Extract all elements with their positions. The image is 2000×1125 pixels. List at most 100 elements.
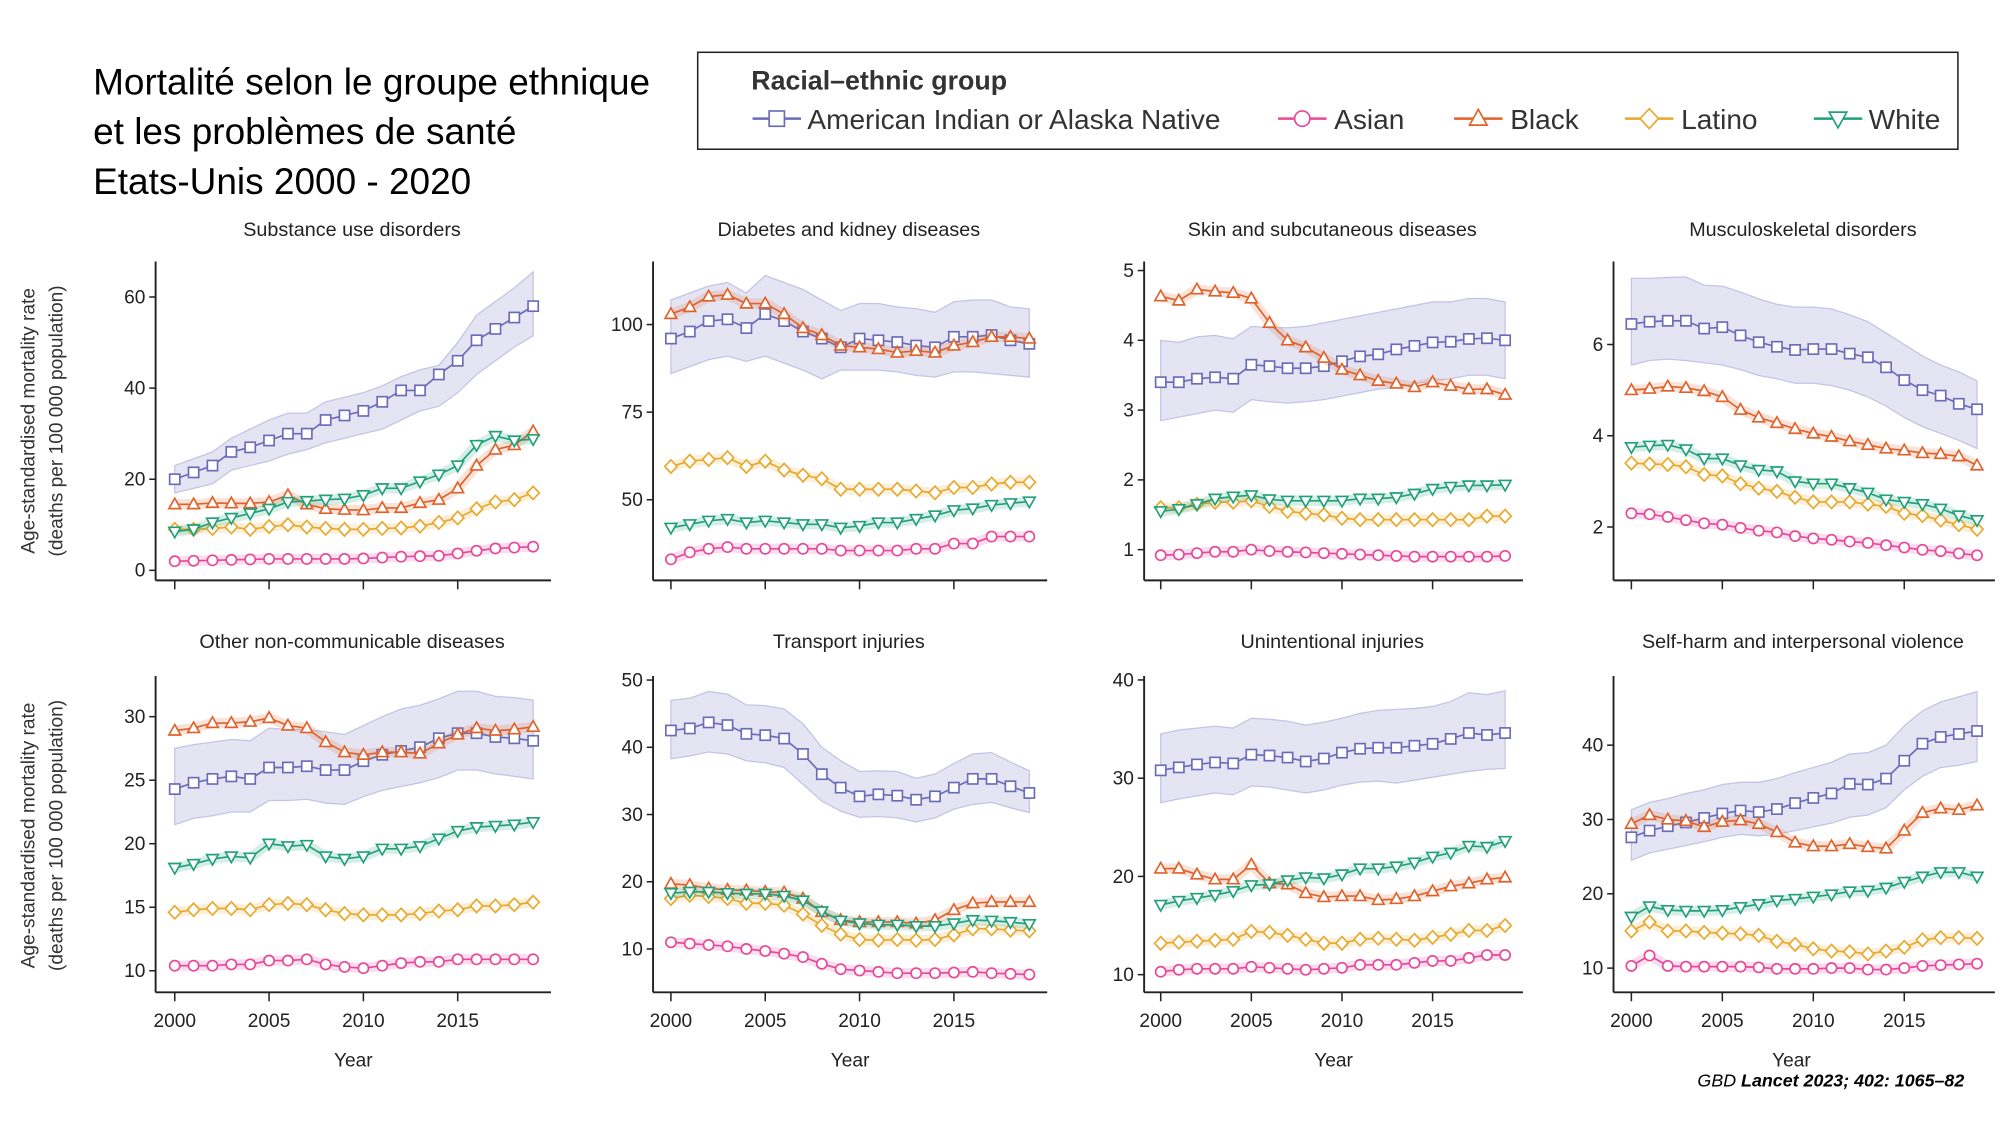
data-point <box>488 722 503 736</box>
data-point <box>244 772 257 785</box>
data-point <box>1499 949 1512 961</box>
data-point <box>1443 878 1459 892</box>
y-tick-label: 5 <box>1123 261 1134 282</box>
data-point <box>984 920 999 937</box>
data-point <box>1624 455 1639 471</box>
data-point <box>1860 496 1876 513</box>
data-point <box>871 481 886 498</box>
data-point <box>759 945 772 957</box>
data-point <box>1824 838 1839 852</box>
series-asian <box>168 540 540 568</box>
data-point <box>1209 371 1222 384</box>
data-point <box>1207 283 1223 297</box>
data-point <box>1933 800 1948 814</box>
data-point <box>683 546 696 559</box>
data-point <box>663 458 679 475</box>
data-point <box>778 732 791 745</box>
data-point <box>1425 511 1440 528</box>
data-point <box>1716 321 1729 334</box>
data-point <box>682 886 698 900</box>
series-american-indian-or-alaska-native <box>1154 727 1512 777</box>
data-point <box>683 937 696 950</box>
data-point <box>281 553 294 565</box>
series-asian <box>1154 543 1512 563</box>
data-point <box>1933 867 1948 881</box>
data-point <box>853 964 866 977</box>
data-point <box>261 518 277 535</box>
data-point <box>412 495 428 509</box>
data-point <box>167 722 183 736</box>
data-point <box>1933 446 1948 460</box>
data-point <box>890 344 905 358</box>
data-point <box>1678 923 1694 939</box>
data-point <box>908 920 924 934</box>
data-point <box>853 544 866 557</box>
data-point <box>318 520 333 537</box>
data-point <box>1153 860 1168 874</box>
data-point <box>488 494 503 510</box>
data-point <box>1642 456 1657 472</box>
data-point <box>1225 285 1241 299</box>
y-tick-label: 40 <box>1582 736 1603 757</box>
data-point <box>1751 927 1766 944</box>
data-point <box>1969 457 1985 471</box>
data-point <box>299 519 315 535</box>
series-white <box>1153 479 1513 520</box>
data-point <box>244 553 257 566</box>
data-point <box>776 306 792 320</box>
data-point <box>527 734 540 747</box>
data-point <box>1462 333 1475 345</box>
data-point <box>1407 857 1422 871</box>
data-point <box>261 896 277 913</box>
data-point <box>187 466 200 479</box>
data-point <box>1842 836 1857 850</box>
data-point <box>1661 511 1674 523</box>
data-point <box>1752 961 1765 974</box>
data-point <box>814 906 830 920</box>
data-point <box>852 339 867 353</box>
citation-source: Lancet 2023; 402: 1065–82 <box>1741 1071 1964 1091</box>
data-point <box>739 458 754 475</box>
x-tick-label: 2005 <box>744 1011 787 1032</box>
data-point <box>721 313 734 326</box>
y-tick-label: 2 <box>1123 470 1134 491</box>
data-point <box>1624 382 1639 396</box>
data-point <box>1952 958 1965 971</box>
data-point <box>1263 749 1276 762</box>
data-point <box>908 343 924 357</box>
data-point <box>1951 867 1967 881</box>
data-point <box>450 510 465 526</box>
data-point <box>1806 940 1821 957</box>
data-point <box>224 495 239 509</box>
data-point <box>299 495 315 509</box>
data-point <box>1842 886 1857 900</box>
y-tick-label: 2 <box>1593 517 1604 538</box>
data-point <box>1370 930 1386 947</box>
data-point <box>242 508 258 522</box>
data-point <box>1317 547 1330 560</box>
data-point <box>395 957 408 970</box>
data-point <box>1023 530 1036 543</box>
data-point <box>1497 917 1513 934</box>
data-point <box>1003 922 1018 939</box>
data-point <box>1461 875 1477 889</box>
data-point <box>1003 498 1018 512</box>
data-point <box>1624 923 1639 939</box>
data-point <box>374 520 390 537</box>
data-point <box>1225 931 1241 948</box>
data-point <box>833 915 848 929</box>
data-point <box>1752 524 1765 537</box>
data-point <box>1952 397 1965 410</box>
data-point <box>739 895 754 912</box>
data-point <box>318 901 333 918</box>
data-point <box>1461 922 1477 939</box>
data-point <box>1444 335 1457 348</box>
y-tick-label: 20 <box>1582 884 1603 905</box>
data-point <box>1751 816 1767 830</box>
series-latino <box>1624 914 1985 962</box>
data-point <box>395 384 408 397</box>
y-axis-label-row1-line1: Age-standardised mortality rate <box>18 288 39 554</box>
data-point <box>1625 959 1638 972</box>
data-point <box>1715 925 1730 942</box>
data-point <box>1407 488 1422 502</box>
